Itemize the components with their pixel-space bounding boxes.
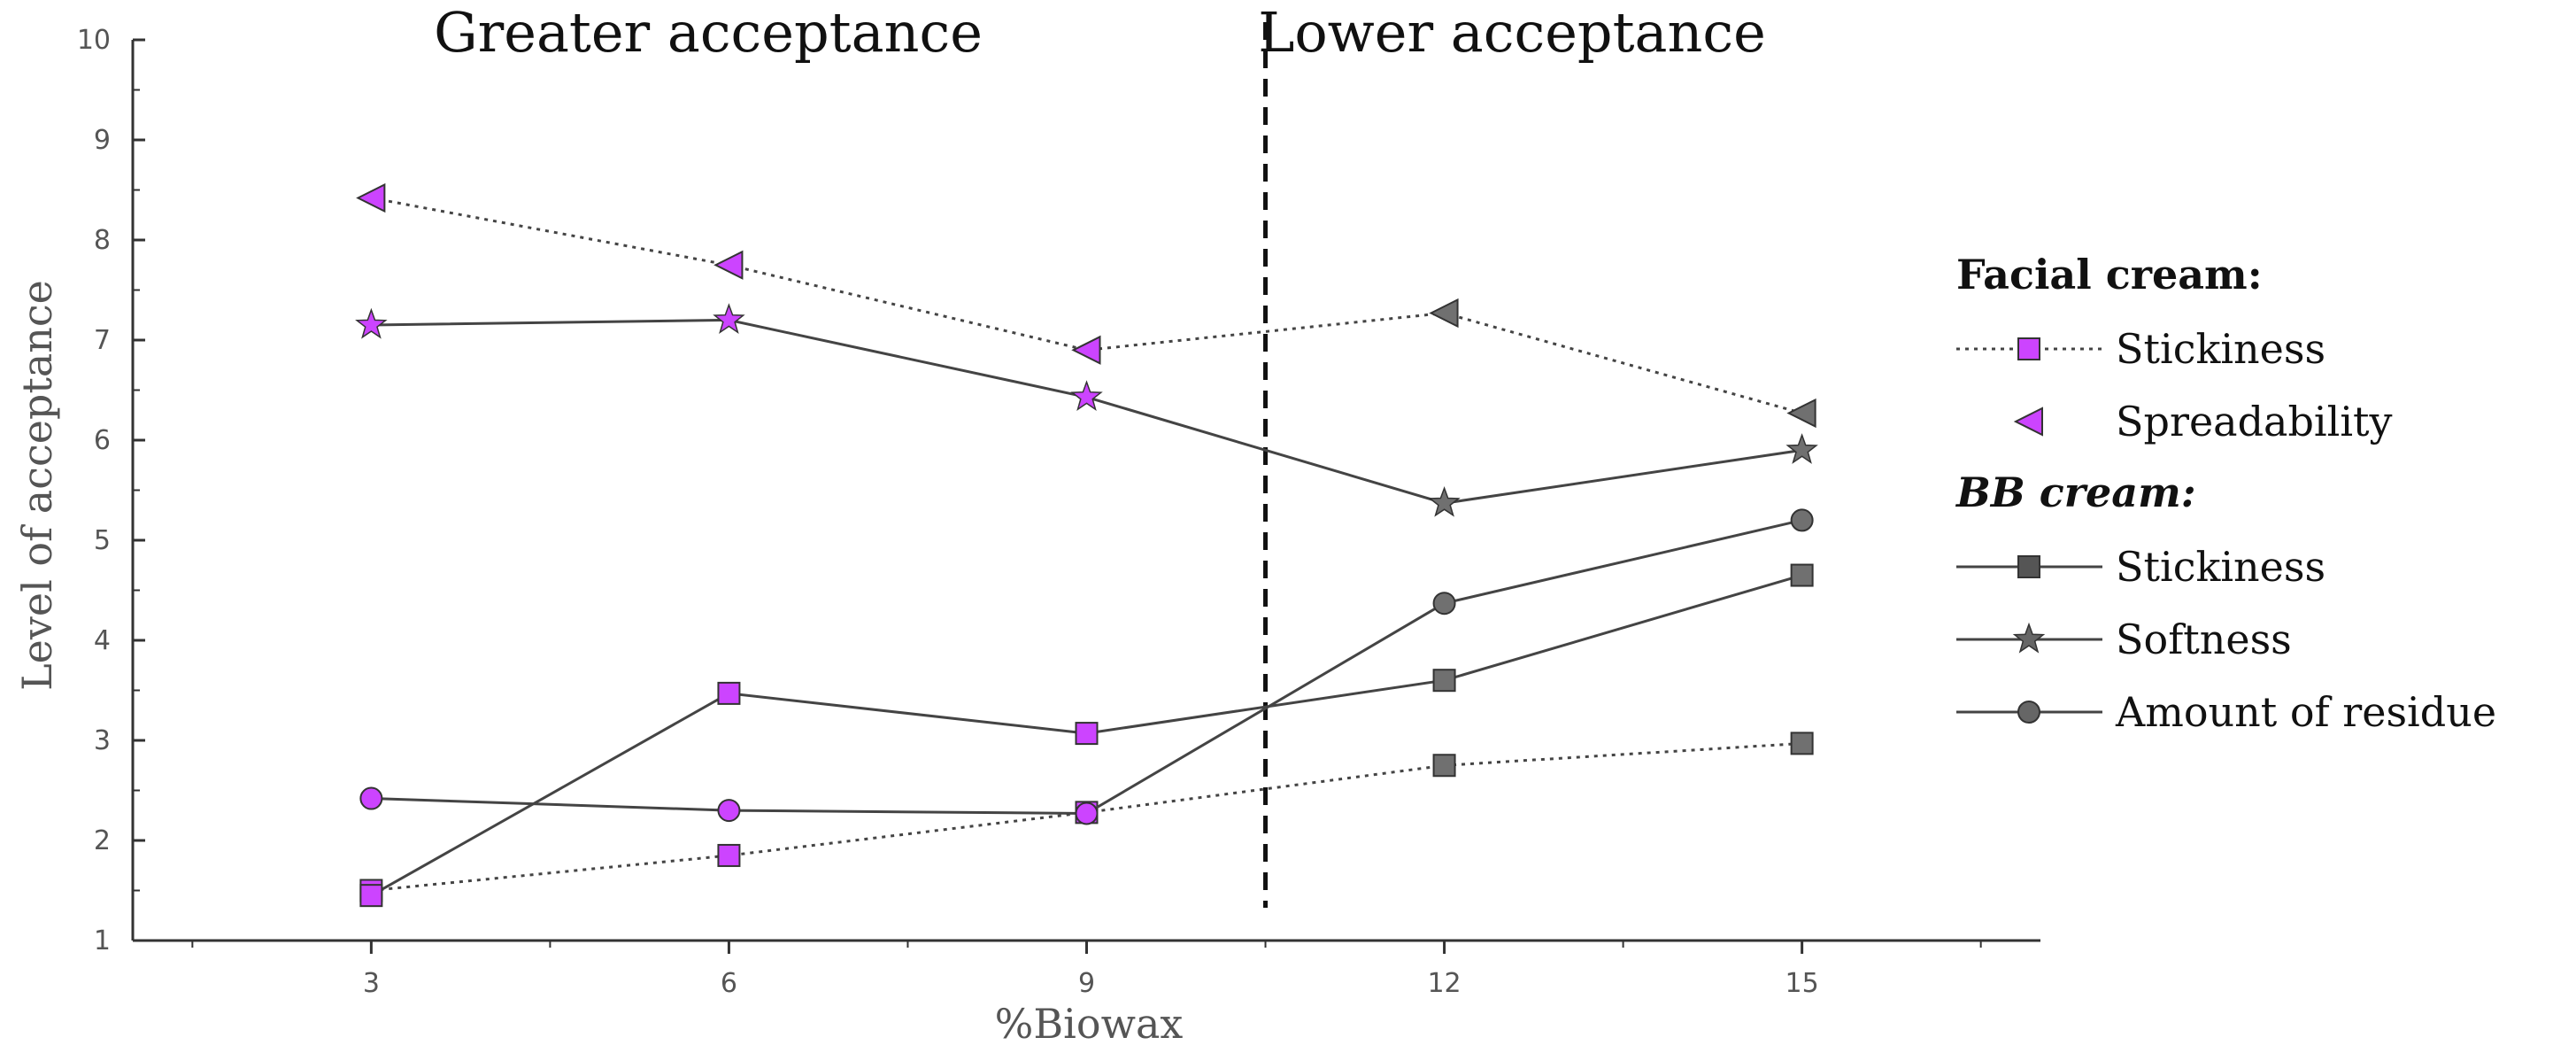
data-point bbox=[1432, 754, 1456, 778]
legend-marker bbox=[2017, 701, 2040, 724]
y-tick-label: 4 bbox=[94, 625, 111, 656]
data-point bbox=[359, 786, 383, 810]
series-1 bbox=[356, 182, 1816, 429]
axes bbox=[131, 38, 2040, 954]
y-tick-label: 3 bbox=[94, 725, 111, 756]
region-label-greater: Greater acceptance bbox=[434, 0, 983, 65]
legend-label: Stickiness bbox=[2116, 325, 2325, 373]
series-3 bbox=[355, 303, 1818, 517]
data-point bbox=[1429, 298, 1459, 329]
data-point bbox=[359, 884, 383, 908]
y-tick-label: 6 bbox=[94, 425, 111, 456]
x-tick-label: 3 bbox=[363, 968, 380, 999]
legend-marker bbox=[2012, 622, 2046, 654]
data-point bbox=[1786, 398, 1816, 429]
data-point bbox=[717, 843, 741, 867]
legend-label: Stickiness bbox=[2116, 543, 2325, 591]
series-4 bbox=[359, 508, 1814, 825]
data-point bbox=[1432, 669, 1456, 693]
legend-label: Spreadability bbox=[2116, 398, 2393, 445]
data-point bbox=[356, 182, 386, 213]
legend-marker bbox=[2013, 406, 2043, 437]
data-point bbox=[713, 250, 744, 280]
legend-label: Softness bbox=[2116, 616, 2292, 663]
data-point bbox=[1790, 563, 1814, 587]
legend-marker bbox=[2017, 555, 2040, 578]
data-point bbox=[717, 681, 741, 705]
x-tick-label: 9 bbox=[1078, 968, 1095, 999]
y-tick-label: 1 bbox=[94, 925, 111, 956]
legend-group-header: BB cream: bbox=[1955, 468, 2196, 516]
data-point bbox=[1790, 732, 1814, 755]
legend: Facial cream: Stickiness Spreadability BB c… bbox=[1955, 251, 2496, 736]
region-label-lower: Lower acceptance bbox=[1258, 0, 1766, 65]
data-point bbox=[1428, 486, 1461, 517]
legend-group-header: Facial cream: bbox=[1956, 251, 2263, 298]
data-point bbox=[717, 799, 741, 823]
data-point bbox=[1071, 335, 1101, 365]
legend-item: Stickiness bbox=[1956, 325, 2325, 373]
y-tick-label: 5 bbox=[94, 525, 111, 556]
x-tick-label: 6 bbox=[721, 968, 737, 999]
y-tick-label: 2 bbox=[94, 825, 111, 856]
data-point bbox=[1785, 433, 1818, 464]
data-point bbox=[1075, 722, 1099, 746]
data-point bbox=[1790, 508, 1814, 532]
series-line bbox=[371, 197, 1803, 414]
x-tick-label: 12 bbox=[1427, 968, 1461, 999]
data-point bbox=[1070, 380, 1103, 411]
data-point bbox=[355, 307, 388, 339]
legend-marker bbox=[2017, 337, 2040, 360]
y-tick-label: 9 bbox=[94, 125, 111, 156]
legend-item: Softness bbox=[1956, 616, 2292, 663]
legend-item: Amount of residue bbox=[1956, 688, 2496, 736]
y-tick-label: 7 bbox=[94, 325, 111, 356]
y-axis-title: Level of acceptance bbox=[13, 280, 61, 691]
legend-label: Amount of residue bbox=[2115, 688, 2496, 736]
x-axis-title: %Biowax bbox=[995, 1000, 1184, 1048]
legend-item: Spreadability bbox=[2013, 398, 2393, 445]
series-layer bbox=[355, 182, 1818, 908]
series-2 bbox=[359, 563, 1814, 908]
data-point bbox=[713, 303, 745, 334]
data-point bbox=[1432, 592, 1456, 616]
y-tick-label: 10 bbox=[77, 25, 111, 56]
legend-item: Stickiness bbox=[1956, 543, 2325, 591]
x-tick-label: 15 bbox=[1785, 968, 1819, 999]
y-tick-label: 8 bbox=[94, 225, 111, 256]
data-point bbox=[1075, 801, 1099, 825]
series-line bbox=[371, 518, 1802, 816]
